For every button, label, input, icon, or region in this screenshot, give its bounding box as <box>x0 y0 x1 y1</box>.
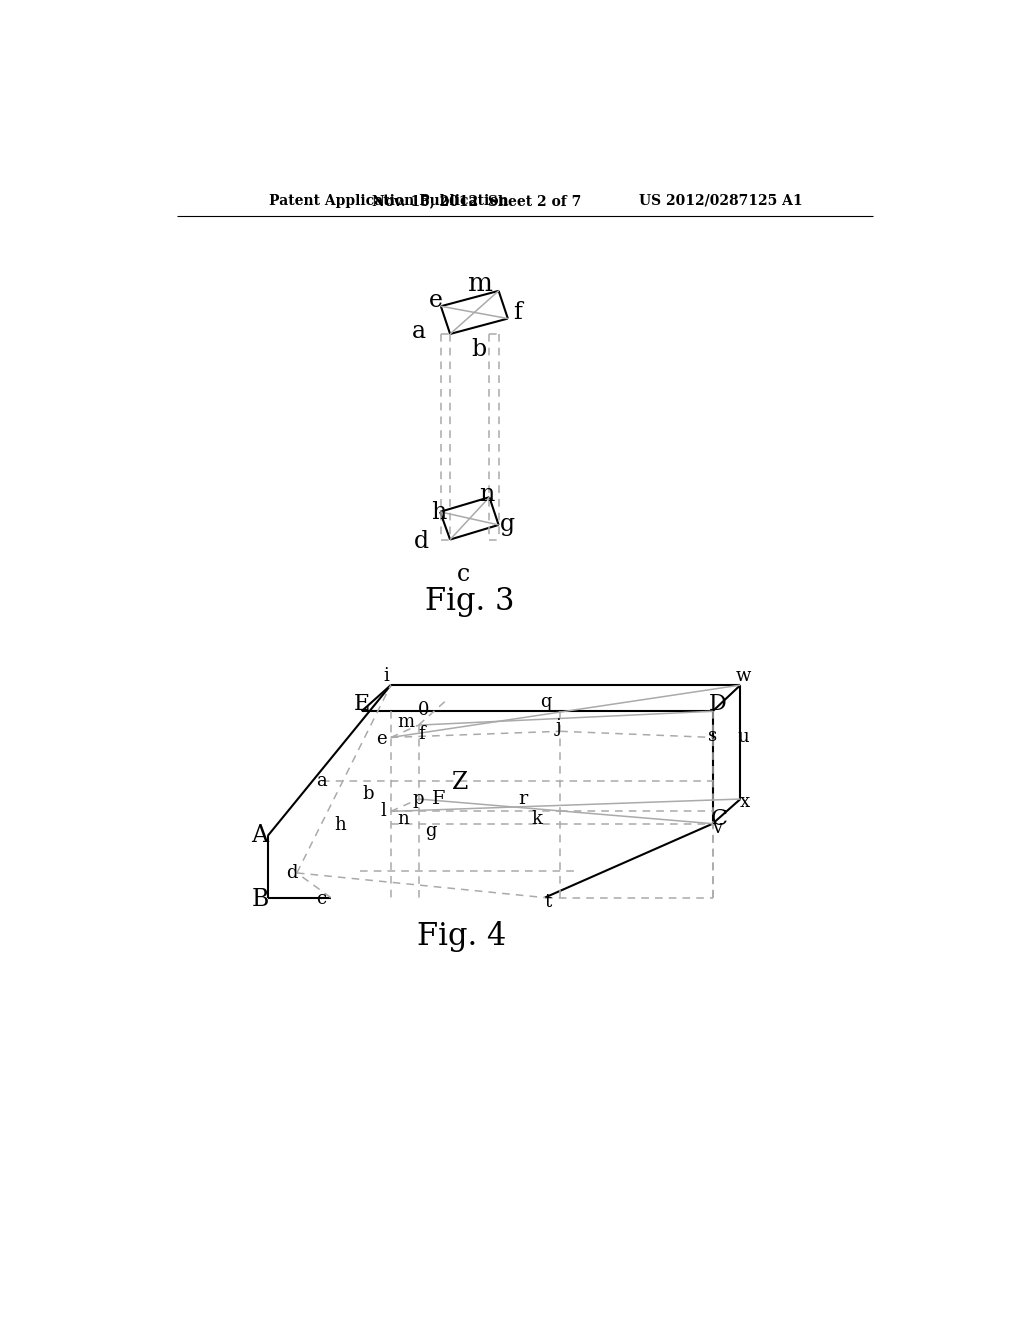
Text: m: m <box>397 713 415 731</box>
Text: s: s <box>709 727 717 744</box>
Text: d: d <box>287 865 298 882</box>
Text: e: e <box>376 730 387 748</box>
Text: r: r <box>518 791 528 808</box>
Text: g: g <box>425 822 436 841</box>
Text: US 2012/0287125 A1: US 2012/0287125 A1 <box>639 194 803 207</box>
Text: l: l <box>380 803 386 820</box>
Text: k: k <box>531 810 543 828</box>
Text: g: g <box>501 512 515 536</box>
Text: a: a <box>316 772 327 789</box>
Text: f: f <box>419 726 425 743</box>
Text: p: p <box>413 791 424 808</box>
Text: f: f <box>513 301 521 323</box>
Text: Fig. 3: Fig. 3 <box>425 586 514 616</box>
Text: A: A <box>252 825 268 847</box>
Text: F: F <box>432 791 445 808</box>
Text: b: b <box>361 785 374 804</box>
Text: h: h <box>334 816 346 834</box>
Text: C: C <box>711 808 727 830</box>
Text: x: x <box>740 793 751 810</box>
Text: E: E <box>353 693 370 714</box>
Text: n: n <box>478 483 494 506</box>
Text: i: i <box>383 667 389 685</box>
Text: Patent Application Publication: Patent Application Publication <box>269 194 509 207</box>
Text: Nov. 15, 2012  Sheet 2 of 7: Nov. 15, 2012 Sheet 2 of 7 <box>373 194 582 207</box>
Text: n: n <box>397 810 409 828</box>
Text: v: v <box>713 820 722 837</box>
Text: c: c <box>457 562 470 586</box>
Text: t: t <box>545 894 552 911</box>
Text: 0: 0 <box>418 701 429 718</box>
Text: u: u <box>737 729 750 746</box>
Text: c: c <box>316 890 327 908</box>
Text: j: j <box>556 718 561 735</box>
Text: D: D <box>709 693 726 714</box>
Text: a: a <box>412 321 426 343</box>
Text: e: e <box>428 289 442 313</box>
Text: b: b <box>472 338 487 360</box>
Text: Z: Z <box>452 771 468 793</box>
Text: h: h <box>431 502 446 524</box>
Text: B: B <box>251 888 268 911</box>
Text: q: q <box>541 693 552 711</box>
Text: Fig. 4: Fig. 4 <box>417 920 506 952</box>
Text: d: d <box>414 529 429 553</box>
Text: w: w <box>736 667 752 685</box>
Text: m: m <box>468 271 494 296</box>
